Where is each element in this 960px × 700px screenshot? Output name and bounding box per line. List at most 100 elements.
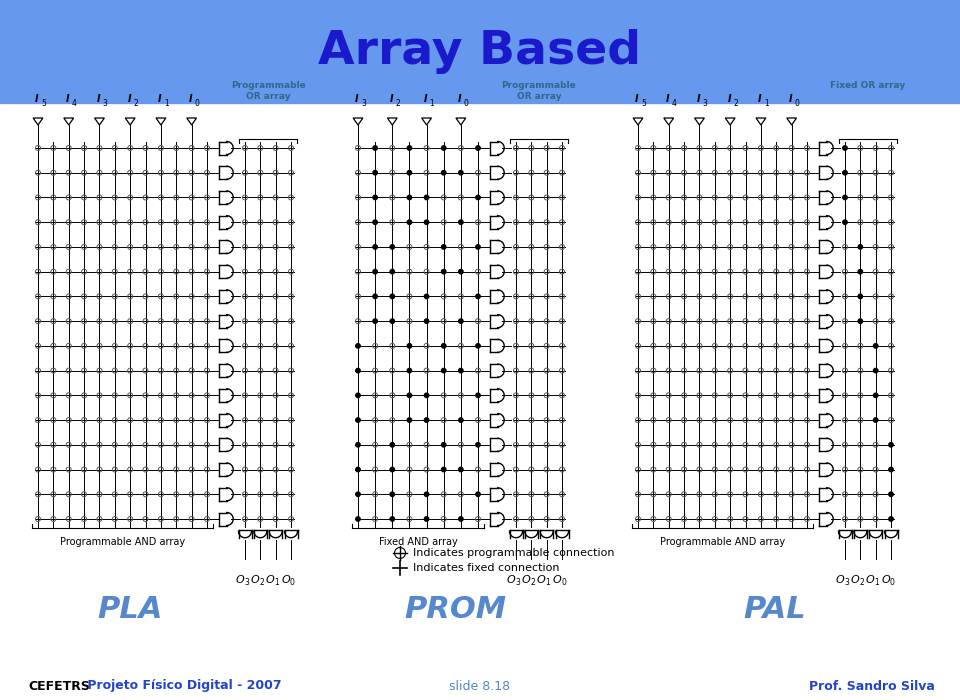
Circle shape	[459, 468, 463, 472]
Text: Projeto Físico Digital - 2007: Projeto Físico Digital - 2007	[83, 680, 281, 692]
Text: OR array: OR array	[246, 92, 290, 101]
Circle shape	[858, 294, 862, 299]
Circle shape	[424, 393, 429, 398]
Circle shape	[390, 270, 395, 274]
Circle shape	[372, 171, 377, 175]
Circle shape	[459, 418, 463, 422]
Text: OR array: OR array	[516, 92, 562, 101]
Text: 3: 3	[244, 578, 249, 587]
Circle shape	[372, 245, 377, 249]
Text: O: O	[552, 575, 561, 585]
Text: O: O	[266, 575, 275, 585]
Text: 2: 2	[396, 99, 400, 108]
Text: 0: 0	[464, 99, 468, 108]
Text: Fixed OR array: Fixed OR array	[830, 81, 905, 90]
Circle shape	[356, 393, 360, 398]
Circle shape	[442, 368, 445, 373]
Circle shape	[372, 146, 377, 150]
Text: I: I	[97, 94, 100, 104]
Text: 2: 2	[859, 578, 864, 587]
Circle shape	[407, 171, 412, 175]
Text: O: O	[851, 575, 859, 585]
Circle shape	[356, 492, 360, 496]
Text: Programmable: Programmable	[230, 81, 305, 90]
Circle shape	[874, 368, 877, 373]
Text: 0: 0	[561, 578, 565, 587]
Text: 3: 3	[703, 99, 708, 108]
Text: O: O	[521, 575, 530, 585]
Text: 5: 5	[41, 99, 46, 108]
Circle shape	[390, 492, 395, 496]
Circle shape	[390, 294, 395, 299]
Text: Fixed AND array: Fixed AND array	[378, 537, 457, 547]
Text: 1: 1	[875, 578, 879, 587]
Circle shape	[476, 492, 480, 496]
Circle shape	[889, 442, 893, 447]
Text: 4: 4	[72, 99, 77, 108]
Circle shape	[424, 418, 429, 422]
Circle shape	[476, 294, 480, 299]
Circle shape	[442, 344, 445, 348]
Circle shape	[372, 294, 377, 299]
Text: I: I	[189, 94, 192, 104]
Circle shape	[874, 393, 877, 398]
Circle shape	[424, 294, 429, 299]
Circle shape	[442, 146, 445, 150]
Text: O: O	[506, 575, 515, 585]
Text: O: O	[235, 575, 244, 585]
Text: I: I	[355, 94, 359, 104]
Text: I: I	[666, 94, 669, 104]
Text: I: I	[158, 94, 161, 104]
Text: Prof. Sandro Silva: Prof. Sandro Silva	[809, 680, 935, 692]
Circle shape	[459, 171, 463, 175]
Text: 1: 1	[764, 99, 769, 108]
Circle shape	[459, 517, 463, 522]
Circle shape	[476, 442, 480, 447]
Text: Programmable: Programmable	[502, 81, 576, 90]
Bar	[0, 0, 960, 103]
Circle shape	[407, 220, 412, 225]
Circle shape	[843, 146, 848, 150]
Text: 1: 1	[164, 99, 169, 108]
Text: O: O	[881, 575, 890, 585]
Circle shape	[476, 245, 480, 249]
Circle shape	[424, 220, 429, 225]
Circle shape	[843, 171, 848, 175]
Circle shape	[442, 270, 445, 274]
Circle shape	[442, 171, 445, 175]
Text: I: I	[636, 94, 638, 104]
Text: Indicates programmable connection: Indicates programmable connection	[413, 548, 614, 558]
Text: I: I	[66, 94, 69, 104]
Circle shape	[356, 442, 360, 447]
Circle shape	[843, 220, 848, 225]
Text: PLA: PLA	[97, 596, 162, 624]
Text: 5: 5	[641, 99, 646, 108]
Circle shape	[390, 468, 395, 472]
Circle shape	[356, 468, 360, 472]
Text: O: O	[866, 575, 875, 585]
Circle shape	[390, 245, 395, 249]
Circle shape	[390, 319, 395, 323]
Circle shape	[858, 270, 862, 274]
Circle shape	[442, 245, 445, 249]
Text: 0: 0	[890, 578, 895, 587]
Circle shape	[874, 344, 877, 348]
Text: 3: 3	[103, 99, 108, 108]
Circle shape	[424, 319, 429, 323]
Text: Programmable AND array: Programmable AND array	[60, 537, 185, 547]
Circle shape	[459, 220, 463, 225]
Circle shape	[390, 442, 395, 447]
Circle shape	[889, 468, 893, 472]
Text: O: O	[281, 575, 290, 585]
Text: O: O	[251, 575, 259, 585]
Circle shape	[372, 195, 377, 199]
Circle shape	[407, 195, 412, 199]
Text: CEFETRS: CEFETRS	[28, 680, 90, 692]
Text: I: I	[36, 94, 38, 104]
Circle shape	[858, 319, 862, 323]
Circle shape	[407, 418, 412, 422]
Text: I: I	[423, 94, 427, 104]
Text: Indicates fixed connection: Indicates fixed connection	[413, 563, 560, 573]
Circle shape	[407, 344, 412, 348]
Text: 3: 3	[515, 578, 520, 587]
